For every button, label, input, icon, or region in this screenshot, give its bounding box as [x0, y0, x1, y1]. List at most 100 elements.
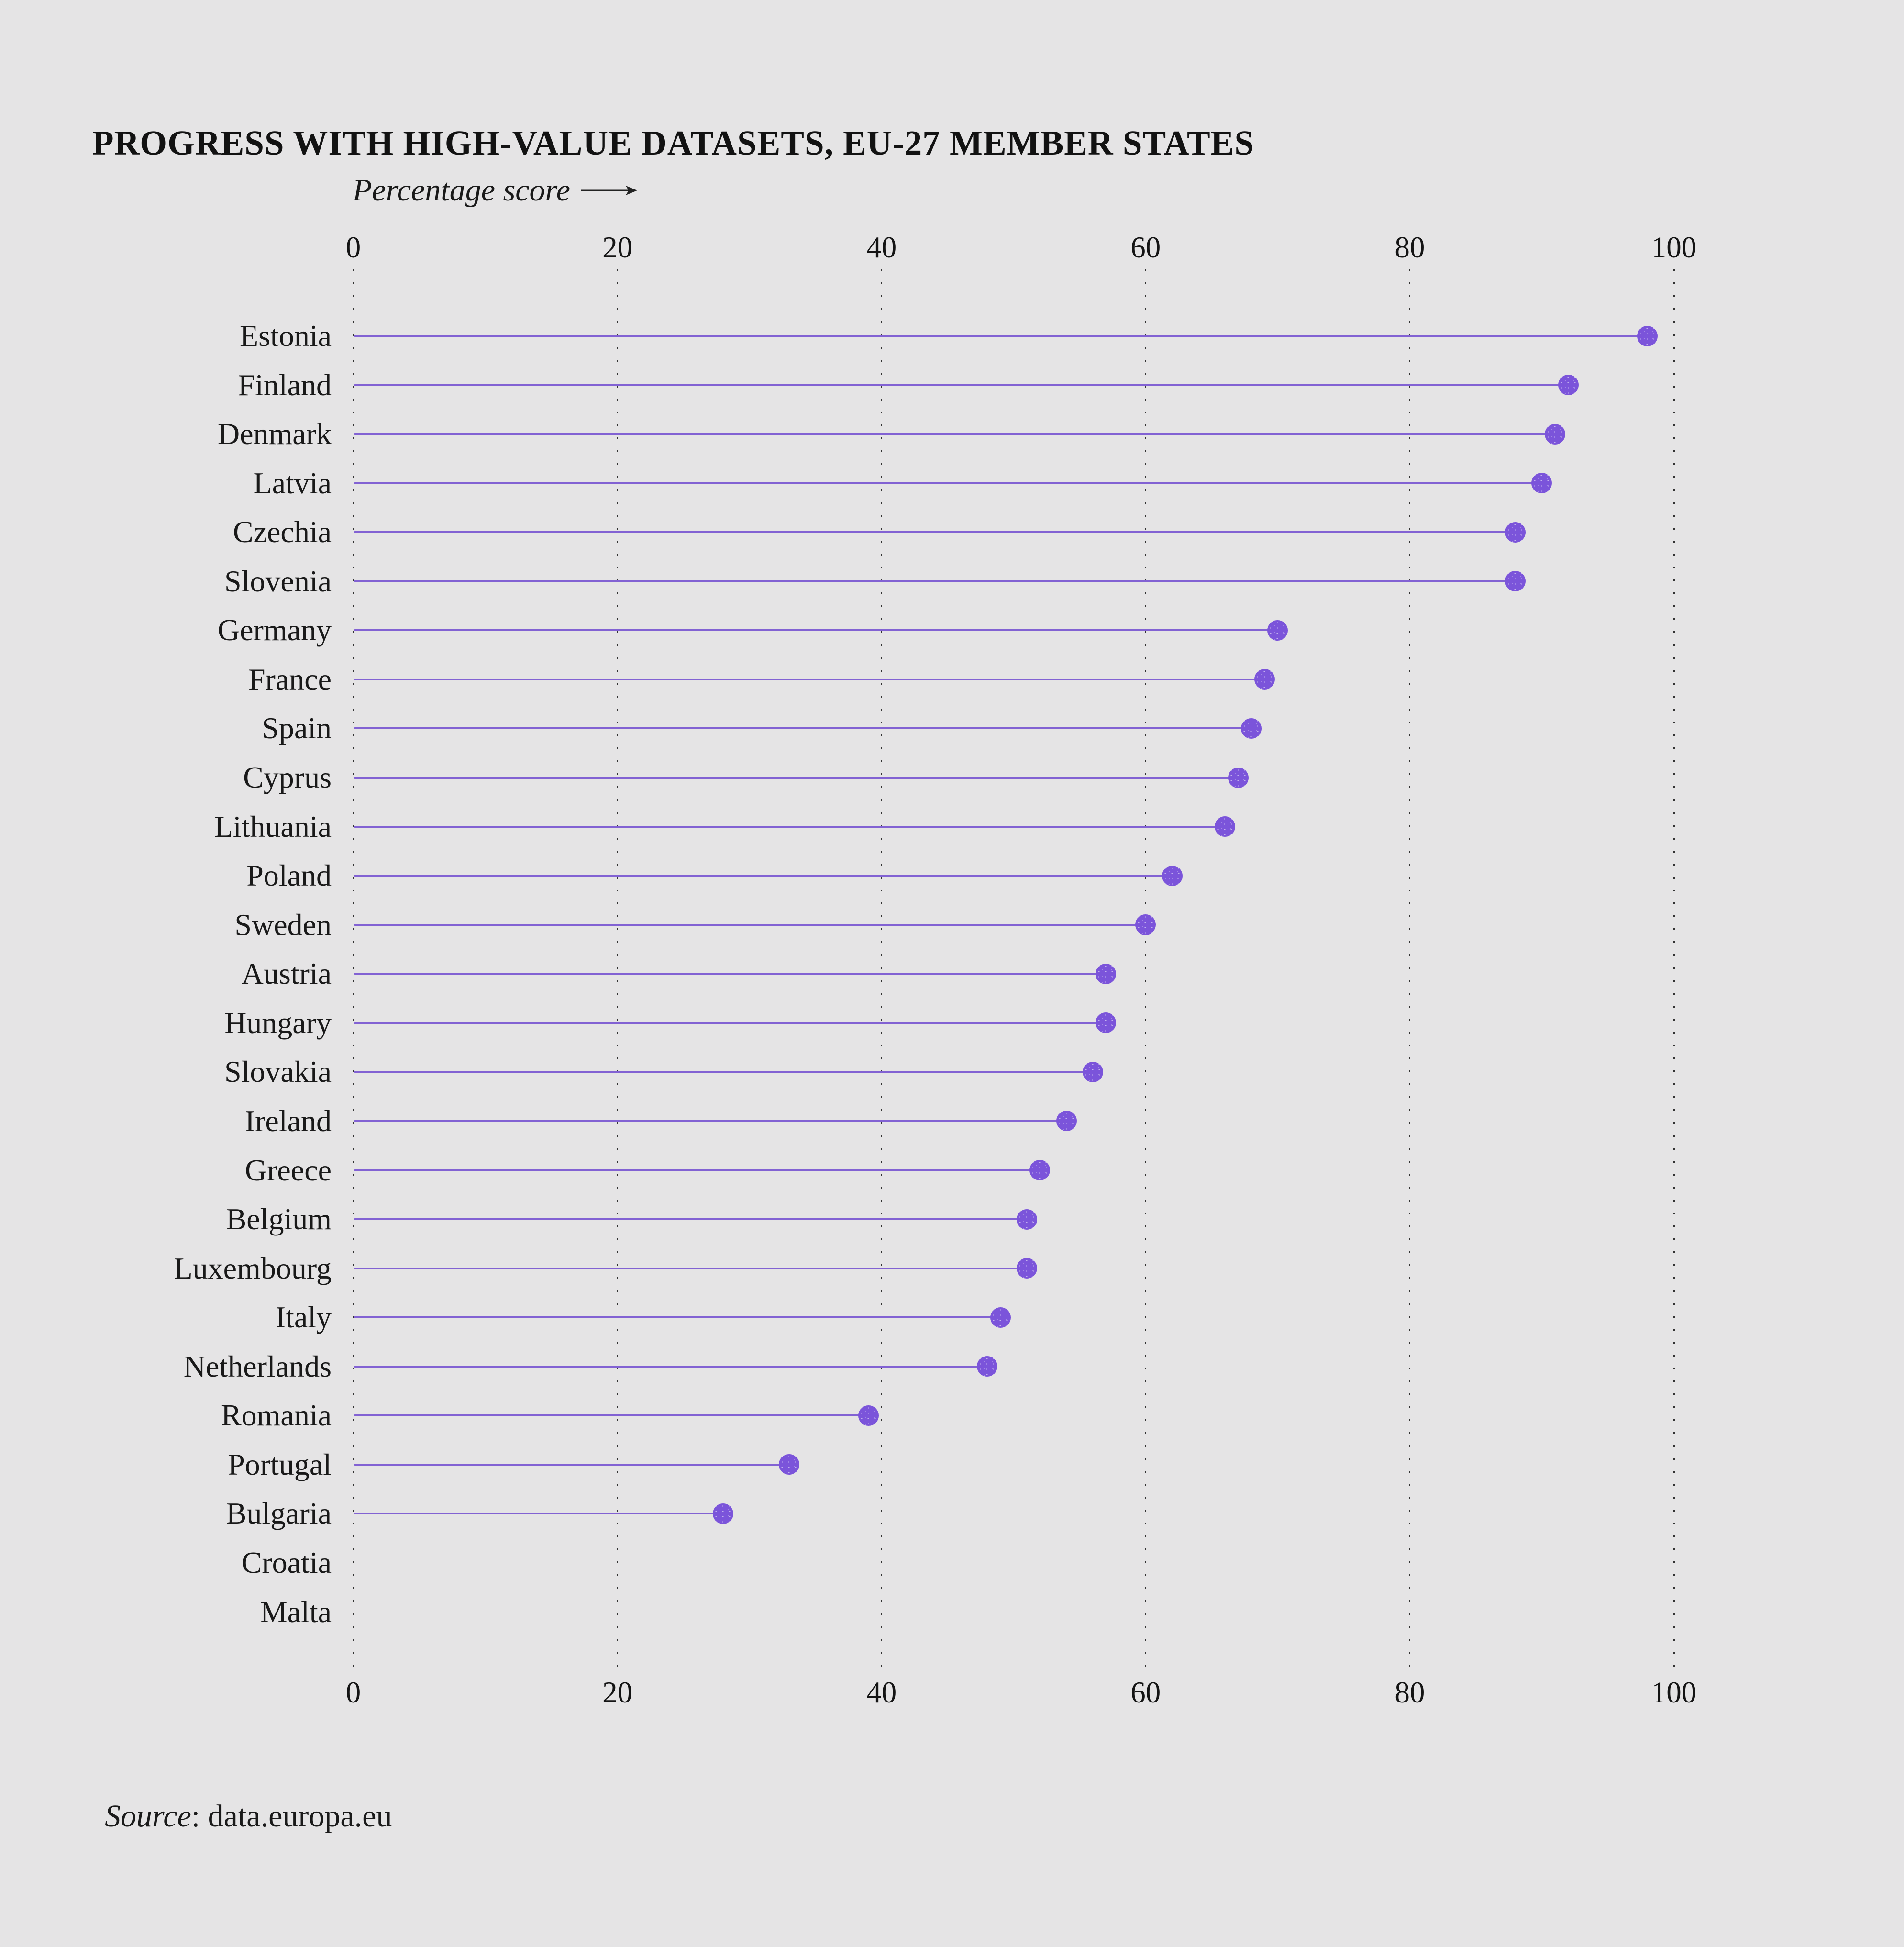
lollipop-dot — [1241, 718, 1262, 739]
country-label: Latvia — [253, 466, 332, 500]
lollipop-line — [354, 1071, 1093, 1073]
lollipop-dot — [858, 1405, 879, 1426]
x-tick-label-top: 100 — [1651, 231, 1697, 264]
country-label: Sweden — [234, 907, 332, 942]
lollipop-dot — [990, 1307, 1011, 1328]
lollipop-dot — [977, 1356, 998, 1377]
lollipop-line — [354, 335, 1648, 337]
lollipop-dot — [1545, 423, 1566, 445]
lollipop-line — [354, 1169, 1040, 1171]
lollipop-line — [354, 1365, 987, 1368]
lollipop-dot — [1162, 865, 1183, 886]
x-gridline — [1145, 269, 1147, 1670]
country-label: Belgium — [226, 1202, 332, 1236]
x-tick-label-bottom: 100 — [1651, 1676, 1697, 1709]
lollipop-dot — [1505, 522, 1526, 543]
country-label: Cyprus — [243, 760, 332, 795]
country-label: Luxembourg — [174, 1251, 332, 1285]
country-label: Malta — [260, 1594, 332, 1629]
country-label: Estonia — [240, 319, 332, 353]
lollipop-dot — [1135, 914, 1156, 935]
country-label: Netherlands — [183, 1349, 332, 1383]
country-label: Denmark — [217, 417, 332, 451]
lollipop-dot — [1505, 571, 1526, 592]
lollipop-line — [354, 727, 1251, 730]
lollipop-line — [354, 482, 1542, 484]
lollipop-dot — [1531, 473, 1552, 494]
axis-title-text: Percentage score — [353, 173, 571, 208]
country-label: Bulgaria — [226, 1496, 332, 1531]
x-tick-label-bottom: 20 — [602, 1676, 633, 1709]
x-tick-label-bottom: 60 — [1130, 1676, 1161, 1709]
lollipop-line — [354, 1267, 1027, 1269]
country-label: Hungary — [224, 1005, 332, 1040]
country-label: Finland — [238, 367, 332, 402]
axis-title: Percentage score — [353, 172, 638, 209]
lollipop-dot — [1016, 1209, 1037, 1230]
lollipop-line — [354, 825, 1225, 828]
country-label: Germany — [217, 613, 332, 647]
lollipop-line — [354, 580, 1516, 582]
lollipop-dot — [1228, 767, 1249, 788]
x-tick-label-top: 60 — [1130, 231, 1161, 264]
lollipop-line — [354, 1120, 1067, 1122]
lollipop-line — [354, 531, 1516, 534]
x-gridline — [617, 269, 619, 1670]
arrow-right-icon — [581, 186, 638, 195]
country-label: France — [248, 662, 332, 696]
lollipop-dot — [1096, 963, 1117, 984]
x-gridline — [1673, 269, 1675, 1670]
lollipop-line — [354, 973, 1106, 975]
lollipop-dot — [712, 1503, 733, 1524]
lollipop-dot — [778, 1454, 799, 1475]
lollipop-dot — [1016, 1258, 1037, 1279]
source-value: : data.europa.eu — [191, 1799, 392, 1834]
lollipop-line — [354, 1022, 1106, 1024]
source-label: Source — [105, 1799, 191, 1834]
country-label: Austria — [241, 957, 332, 991]
lollipop-dot — [1096, 1012, 1117, 1034]
x-tick-label-top: 80 — [1395, 231, 1425, 264]
lollipop-line — [354, 1316, 1001, 1319]
lollipop-dot — [1267, 620, 1288, 641]
country-label: Slovakia — [224, 1055, 332, 1089]
page-title: PROGRESS WITH HIGH-VALUE DATASETS, EU-27… — [92, 123, 1255, 162]
source-note: Source: data.europa.eu — [105, 1798, 392, 1835]
lollipop-dot — [1056, 1111, 1077, 1132]
x-tick-label-top: 40 — [866, 231, 897, 264]
country-label: Lithuania — [214, 809, 332, 844]
lollipop-line — [354, 875, 1172, 877]
lollipop-line — [354, 629, 1278, 632]
x-tick-label-top: 20 — [602, 231, 633, 264]
lollipop-line — [354, 678, 1265, 680]
lollipop-line — [354, 384, 1569, 386]
lollipop-line — [354, 433, 1555, 435]
lollipop-line — [354, 1218, 1027, 1221]
x-gridline — [1409, 269, 1411, 1670]
lollipop-dot — [1637, 325, 1658, 346]
x-tick-label-bottom: 40 — [866, 1676, 897, 1709]
country-label: Slovenia — [224, 564, 332, 598]
country-label: Italy — [275, 1300, 332, 1335]
x-gridline — [881, 269, 883, 1670]
lollipop-dot — [1082, 1061, 1103, 1082]
x-tick-label-bottom: 80 — [1395, 1676, 1425, 1709]
country-label: Spain — [262, 711, 332, 745]
x-gridline — [353, 269, 354, 1670]
country-label: Greece — [244, 1153, 332, 1187]
x-tick-label-top: 0 — [345, 231, 361, 264]
lollipop-line — [354, 1463, 789, 1466]
lollipop-dot — [1029, 1160, 1051, 1181]
lollipop-dot — [1254, 669, 1275, 690]
lollipop-dot — [1214, 816, 1235, 837]
lollipop-line — [354, 923, 1146, 926]
country-label: Croatia — [241, 1546, 332, 1580]
country-label: Romania — [221, 1398, 332, 1433]
lollipop-line — [354, 1513, 723, 1515]
country-label: Portugal — [228, 1447, 332, 1481]
lollipop-dot — [1558, 375, 1579, 396]
country-label: Ireland — [244, 1103, 332, 1138]
x-tick-label-bottom: 0 — [345, 1676, 361, 1709]
lollipop-line — [354, 777, 1239, 779]
